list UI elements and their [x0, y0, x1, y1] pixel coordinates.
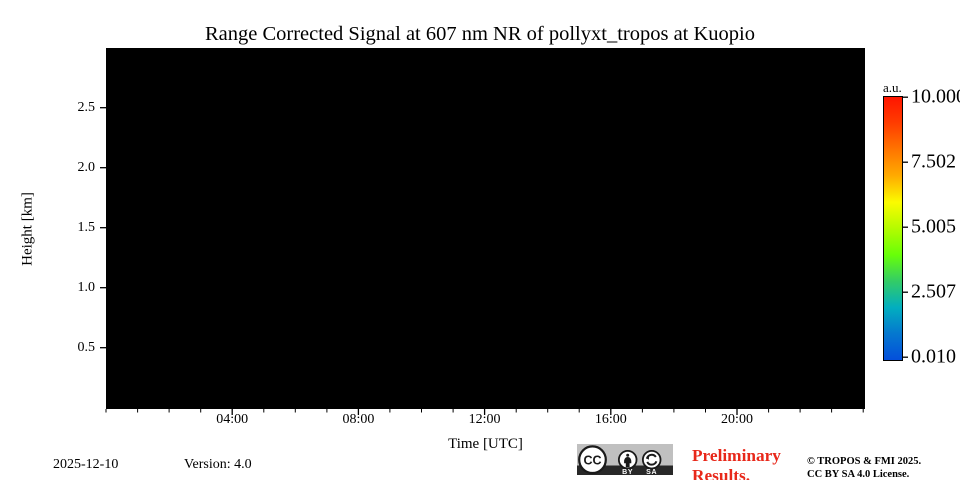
- svg-text:SA: SA: [646, 469, 657, 476]
- svg-text:CC: CC: [583, 453, 601, 467]
- svg-text:BY: BY: [622, 469, 633, 476]
